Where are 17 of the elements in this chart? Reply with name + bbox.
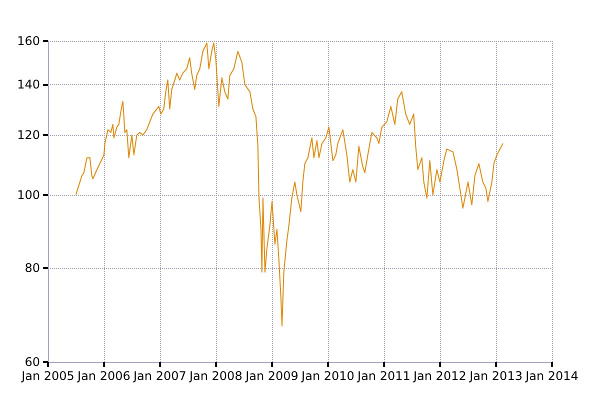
x-tick-label: Jan 2010	[300, 369, 354, 383]
x-tick-label: Jan 2009	[244, 369, 298, 383]
x-tick-label: Jan 2008	[188, 369, 242, 383]
x-tick-label: Jan 2014	[524, 369, 578, 383]
y-tick-label: 160	[17, 34, 40, 48]
x-tick-label: Jan 2005	[20, 369, 74, 383]
x-tick-label: Jan 2011	[356, 369, 410, 383]
x-tick-label: Jan 2006	[76, 369, 130, 383]
x-tick-label: Jan 2013	[468, 369, 522, 383]
y-tick-label: 140	[17, 78, 40, 92]
y-tick-label: 120	[17, 128, 40, 142]
y-tick-label: 60	[24, 355, 40, 369]
y-tick-label: 80	[24, 260, 40, 275]
y-tick-label: 100	[17, 188, 40, 202]
x-tick-label: Jan 2007	[132, 369, 186, 383]
line-series	[75, 42, 504, 326]
x-tick-label: Jan 2012	[412, 369, 466, 383]
